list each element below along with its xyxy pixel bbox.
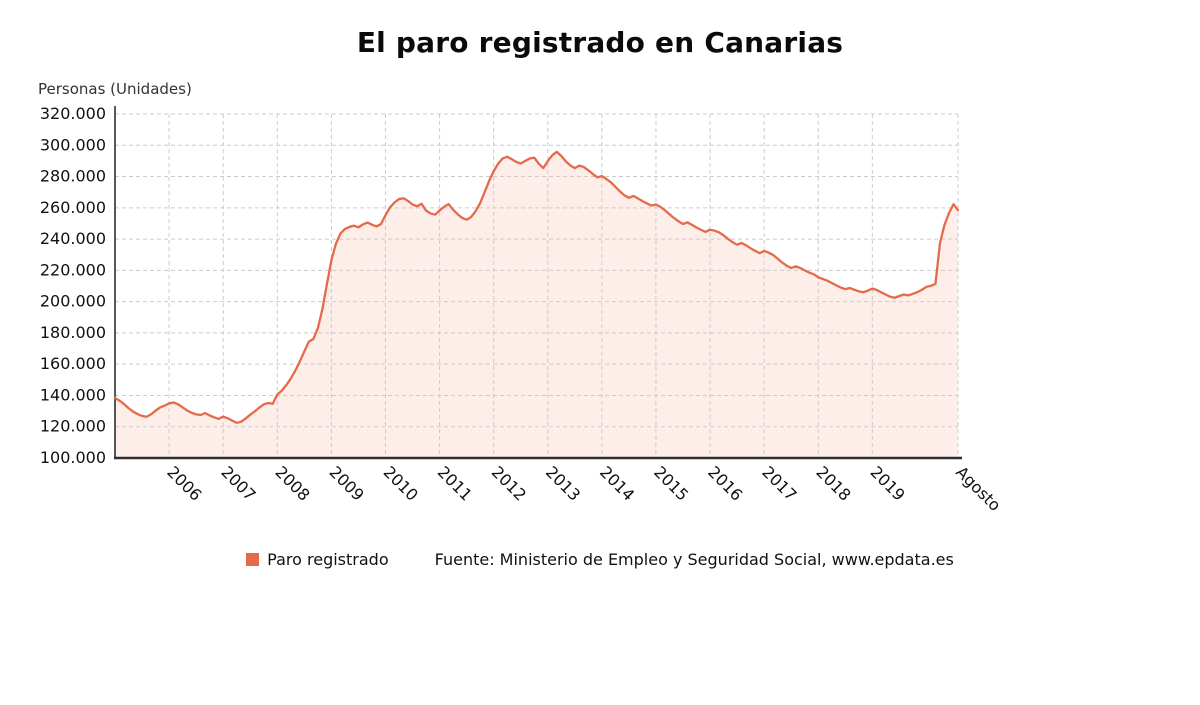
y-tick-label: 160.000 [40, 354, 106, 373]
x-tick-label: 2018 [812, 462, 854, 504]
series-area [115, 151, 958, 458]
x-tick-label: 2010 [380, 462, 422, 504]
x-tick-label: 2012 [488, 462, 530, 504]
x-tick-label: 2011 [434, 462, 476, 504]
series-line-paro-registrado [113, 150, 960, 424]
chart-title: El paro registrado en Canarias [356, 26, 844, 59]
x-tick-label: 2019 [867, 462, 909, 504]
legend-item-paro-registrado[interactable]: Paro registrado [246, 550, 389, 569]
y-tick-label: 140.000 [40, 385, 106, 404]
x-tick-label: Agosto [952, 462, 1005, 515]
x-tick-label: 2016 [704, 462, 746, 504]
x-tick-label: 2008 [271, 462, 313, 504]
legend-swatch [246, 553, 260, 566]
y-tick-label: 260.000 [40, 198, 106, 217]
legend-row: Paro registrado Fuente: Ministerio de Em… [0, 550, 1200, 569]
y-tick-label: 100.000 [40, 448, 106, 467]
y-tick-label: 220.000 [40, 260, 106, 279]
y-tick-label: 300.000 [40, 135, 106, 154]
x-tick-label: 2006 [163, 462, 205, 504]
source-text: Fuente: Ministerio de Empleo y Seguridad… [434, 550, 954, 569]
x-tick-label: 2013 [542, 462, 584, 504]
y-tick-label: 120.000 [40, 417, 106, 436]
y-tick-label: 240.000 [40, 229, 106, 248]
y-tick-label: 320.000 [40, 104, 106, 123]
x-tick-label: 2014 [596, 462, 638, 504]
x-tick-label: 2015 [650, 462, 692, 504]
y-axis-title: Personas (Unidades) [38, 80, 192, 98]
x-tick-label: 2009 [326, 462, 368, 504]
y-tick-label: 280.000 [40, 167, 106, 186]
x-tick-label: 2017 [758, 462, 800, 504]
legend-label: Paro registrado [267, 550, 389, 569]
x-tick-label: 2007 [217, 462, 259, 504]
y-tick-label: 180.000 [40, 323, 106, 342]
y-tick-label: 200.000 [40, 292, 106, 311]
